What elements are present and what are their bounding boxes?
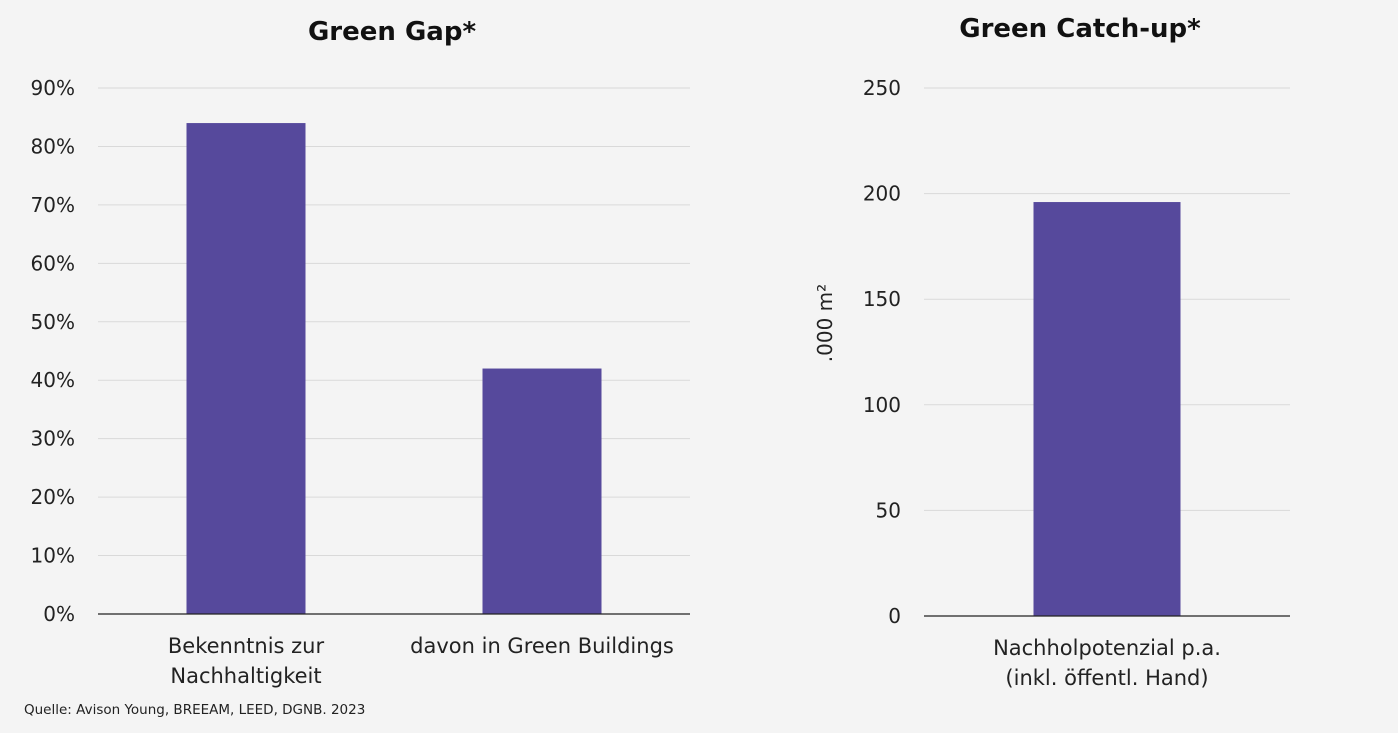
y-tick-label: 0 — [888, 604, 901, 628]
x-category-label: Nachholpotenzial p.a. (inkl. öffentl. Han… — [993, 636, 1221, 690]
x-category-label: davon in Green Buildings — [410, 634, 674, 658]
chart-title: Green Gap* — [308, 17, 476, 47]
chart-title: Green Catch-up* — [959, 14, 1201, 44]
x-category-label: Bekenntnis zur Nachhaltigkeit — [168, 634, 325, 688]
y-tick-label: 40% — [31, 368, 75, 392]
y-axis-title: .000 m² — [813, 284, 837, 362]
y-tick-label: 150 — [863, 287, 901, 311]
y-tick-label: 70% — [31, 193, 75, 217]
source-note: Quelle: Avison Young, BREEAM, LEED, DGNB… — [24, 702, 366, 718]
y-tick-label: 20% — [31, 485, 75, 509]
y-tick-label: 60% — [31, 251, 75, 275]
chart-2: Green Catch-up* 0 50 100 150 200 250 Nachholpot… — [813, 14, 1290, 690]
bar — [482, 368, 602, 614]
y-tick-label: 100 — [863, 393, 901, 417]
y-tick-label: 200 — [863, 182, 901, 206]
y-tick-label: 80% — [31, 134, 75, 158]
y-tick-label: 250 — [863, 76, 901, 100]
y-tick-label: 90% — [31, 76, 75, 100]
y-tick-label: 50% — [31, 310, 75, 334]
chart-1: Green Gap* 0% 10% 20% 30% 40% 50% 60% 70% 80% 90% B… — [31, 17, 690, 688]
bar — [1033, 202, 1181, 616]
y-tick-label: 10% — [31, 544, 75, 568]
y-tick-label: 0% — [43, 602, 75, 626]
y-tick-label: 30% — [31, 427, 75, 451]
bar — [186, 123, 306, 615]
y-tick-label: 50 — [876, 498, 901, 522]
